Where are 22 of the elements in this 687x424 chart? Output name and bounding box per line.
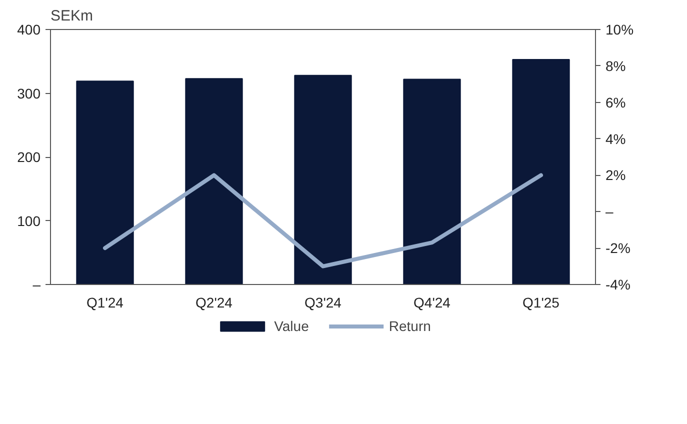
y2-tick-label: 8%: [606, 58, 626, 74]
y-axis-title: SEKm: [50, 8, 94, 24]
line-series: [103, 173, 543, 268]
y-tick-label: 200: [17, 149, 41, 165]
legend-label: Return: [388, 318, 431, 334]
y-tick-label: –: [32, 276, 41, 292]
x-tick-label: Q2'24: [196, 294, 233, 310]
y2-tick-label: 6%: [606, 94, 626, 110]
y-tick-label: 100: [17, 212, 41, 229]
y2-tick-label: –: [606, 204, 614, 220]
y2-tick-label: -2%: [606, 240, 630, 256]
x-tick-label: Q4'24: [414, 294, 451, 310]
x-tick-label: Q3'24: [304, 294, 342, 310]
y-tick-label: 400: [17, 22, 41, 38]
y2-tick-label: 10%: [606, 22, 634, 38]
legend-label: Value: [274, 318, 309, 334]
y2-tick-label: 2%: [606, 167, 626, 184]
y-tick-label: 300: [17, 85, 41, 102]
y2-tick-label: 4%: [606, 130, 626, 147]
x-tick-label: Q1'25: [522, 294, 560, 310]
x-tick-label: Q1'24: [86, 294, 124, 310]
y2-tick-label: -4%: [606, 276, 630, 292]
